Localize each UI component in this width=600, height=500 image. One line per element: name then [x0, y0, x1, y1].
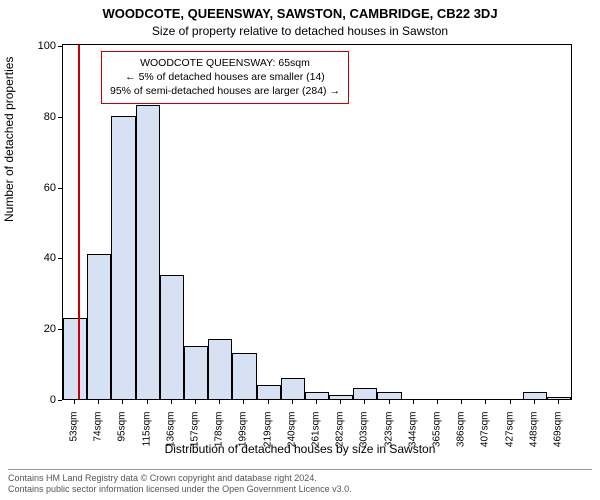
xtick-mark	[413, 400, 414, 404]
ytick-label: 0	[50, 394, 56, 406]
xtick-mark	[340, 400, 341, 404]
main-title: WOODCOTE, QUEENSWAY, SAWSTON, CAMBRIDGE,…	[0, 6, 600, 21]
xtick-mark	[292, 400, 293, 404]
footer-line-1: Contains HM Land Registry data © Crown c…	[8, 473, 592, 485]
x-axis-label: Distribution of detached houses by size …	[0, 442, 600, 456]
xtick-mark	[558, 400, 559, 404]
histogram-bar	[184, 346, 208, 399]
footer-attribution: Contains HM Land Registry data © Crown c…	[8, 469, 592, 496]
xtick-mark	[243, 400, 244, 404]
xtick-mark	[147, 400, 148, 404]
xtick-mark	[485, 400, 486, 404]
ytick-label: 40	[44, 252, 56, 264]
xtick-mark	[122, 400, 123, 404]
ytick-label: 100	[38, 40, 56, 52]
histogram-bar	[160, 275, 184, 399]
annotation-line: 95% of semi-detached houses are larger (…	[110, 84, 340, 98]
histogram-bar	[377, 392, 401, 399]
xtick-mark	[268, 400, 269, 404]
xtick-mark	[195, 400, 196, 404]
xtick-mark	[437, 400, 438, 404]
sub-title: Size of property relative to detached ho…	[0, 24, 600, 38]
xtick-mark	[74, 400, 75, 404]
histogram-bar	[305, 392, 329, 399]
xtick-mark	[171, 400, 172, 404]
histogram-bar	[523, 392, 547, 399]
chart-container: WOODCOTE, QUEENSWAY, SAWSTON, CAMBRIDGE,…	[0, 0, 600, 500]
xtick-mark	[389, 400, 390, 404]
histogram-bar	[257, 385, 281, 399]
histogram-bar	[329, 395, 353, 399]
annotation-line: ← 5% of detached houses are smaller (14)	[110, 70, 340, 84]
ytick-label: 80	[44, 111, 56, 123]
xtick-mark	[461, 400, 462, 404]
plot-area: WOODCOTE QUEENSWAY: 65sqm← 5% of detache…	[62, 44, 572, 400]
histogram-bar	[63, 318, 87, 399]
xtick-mark	[316, 400, 317, 404]
footer-line-2: Contains public sector information licen…	[8, 484, 592, 496]
xtick-mark	[510, 400, 511, 404]
histogram-bar	[87, 254, 111, 399]
histogram-bar	[232, 353, 256, 399]
ytick-label: 20	[44, 323, 56, 335]
histogram-bar	[111, 116, 135, 399]
ytick-label: 60	[44, 182, 56, 194]
xtick-mark	[534, 400, 535, 404]
xtick-mark	[98, 400, 99, 404]
histogram-bar	[281, 378, 305, 399]
reference-line	[78, 45, 80, 399]
xtick-mark	[219, 400, 220, 404]
xtick-mark	[364, 400, 365, 404]
y-axis-label: Number of detached properties	[2, 57, 16, 222]
annotation-line: WOODCOTE QUEENSWAY: 65sqm	[110, 56, 340, 70]
ytick-mark	[58, 400, 62, 401]
histogram-bar	[136, 105, 160, 399]
histogram-bar	[547, 397, 571, 399]
histogram-bar	[353, 388, 377, 399]
histogram-bar	[208, 339, 232, 399]
annotation-box: WOODCOTE QUEENSWAY: 65sqm← 5% of detache…	[101, 51, 349, 104]
